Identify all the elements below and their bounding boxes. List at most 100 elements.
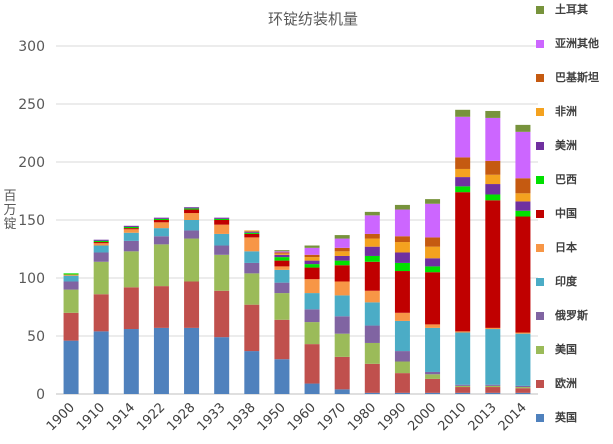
bar-segment bbox=[244, 237, 260, 252]
bar-segment bbox=[455, 384, 471, 386]
bar-segment bbox=[184, 220, 200, 231]
bar-segment bbox=[394, 262, 410, 272]
bar-segment bbox=[485, 200, 501, 328]
bar-segment bbox=[304, 260, 320, 265]
x-tick-label: 1910 bbox=[74, 400, 108, 434]
legend-label: 巴西 bbox=[555, 173, 577, 186]
bar-segment bbox=[153, 218, 169, 220]
bar-segment bbox=[93, 243, 109, 246]
legend-label: 英国 bbox=[555, 411, 577, 424]
y-tick-label: 0 bbox=[36, 387, 45, 403]
bar-segment bbox=[394, 271, 410, 313]
bar-segment bbox=[394, 361, 410, 374]
bar-segment bbox=[334, 265, 350, 282]
bar-segment bbox=[63, 312, 79, 341]
x-tick-label: 1933 bbox=[195, 400, 229, 434]
bar-segment bbox=[334, 238, 350, 248]
bar-segment bbox=[515, 210, 531, 217]
bar-segment bbox=[334, 356, 350, 390]
x-tick-label: 1960 bbox=[285, 400, 319, 434]
bar-segment bbox=[485, 387, 501, 393]
legend-swatch bbox=[536, 244, 544, 252]
y-tick-label: 100 bbox=[18, 271, 45, 287]
bar-segment bbox=[334, 281, 350, 296]
bar-segment bbox=[274, 319, 290, 360]
chart-title: 环锭纺装机量 bbox=[268, 10, 359, 28]
legend-label: 美国 bbox=[555, 343, 577, 356]
bar-segment bbox=[304, 247, 320, 255]
bar-segment bbox=[425, 327, 441, 372]
bar-segment bbox=[364, 261, 380, 291]
bar-segment bbox=[153, 220, 169, 223]
bar-segment bbox=[394, 320, 410, 352]
bar-segment bbox=[515, 387, 531, 389]
bar-segment bbox=[455, 392, 471, 394]
bar-segment bbox=[455, 157, 471, 169]
legend-swatch bbox=[536, 142, 544, 150]
legend-label: 土耳其 bbox=[555, 3, 588, 16]
bar-segment bbox=[485, 327, 501, 330]
bar-segment bbox=[485, 117, 501, 161]
bar-segment bbox=[123, 251, 139, 288]
bar-segment bbox=[364, 363, 380, 393]
bar-segment bbox=[214, 233, 230, 246]
y-tick-label: 150 bbox=[18, 213, 45, 229]
bar-segment bbox=[394, 312, 410, 321]
bar-segment bbox=[485, 174, 501, 185]
legend-label: 巴基斯坦 bbox=[555, 71, 599, 84]
bar-segment bbox=[394, 351, 410, 362]
bar-segment bbox=[455, 168, 471, 178]
bar-segment bbox=[274, 257, 290, 261]
legend-label: 非洲 bbox=[555, 105, 577, 118]
bar-segment bbox=[184, 208, 200, 210]
bar-segment bbox=[334, 389, 350, 394]
bar-segment bbox=[364, 211, 380, 216]
bar-segment bbox=[214, 224, 230, 234]
legend-label: 美洲 bbox=[555, 139, 577, 152]
bar-segment bbox=[515, 216, 531, 333]
bar-segment bbox=[214, 245, 230, 255]
x-tick-label: 1980 bbox=[345, 400, 379, 434]
bar-segment bbox=[274, 251, 290, 253]
bar-segment bbox=[455, 332, 471, 385]
bar-segment bbox=[515, 178, 531, 194]
bar-segment bbox=[274, 293, 290, 320]
bar-segment bbox=[455, 387, 471, 393]
bar-segment bbox=[455, 177, 471, 187]
bar-segment bbox=[425, 374, 441, 379]
bar-segment bbox=[184, 281, 200, 328]
y-tick-label: 200 bbox=[18, 155, 45, 171]
bar-segment bbox=[184, 207, 200, 209]
bar-segment bbox=[244, 273, 260, 305]
legend-swatch bbox=[536, 346, 544, 354]
legend-swatch bbox=[536, 74, 544, 82]
bar-segment bbox=[123, 228, 139, 230]
bar-segment bbox=[184, 238, 200, 282]
x-tick-label: 1950 bbox=[255, 400, 289, 434]
bar-segment bbox=[123, 287, 139, 330]
bar-segment bbox=[334, 260, 350, 266]
bar-segment bbox=[214, 254, 230, 291]
bar-segment bbox=[455, 186, 471, 193]
legend-swatch bbox=[536, 210, 544, 218]
bar-segment bbox=[274, 254, 290, 258]
bar-segment bbox=[364, 255, 380, 262]
x-tick-label: 2000 bbox=[405, 400, 439, 434]
bar-segment bbox=[455, 109, 471, 117]
bar-segment bbox=[304, 264, 320, 268]
bar-segment bbox=[123, 229, 139, 233]
bar-segment bbox=[214, 290, 230, 338]
bar-segment bbox=[244, 351, 260, 394]
bar-segment bbox=[93, 261, 109, 295]
bar-segment bbox=[184, 209, 200, 214]
bar-segment bbox=[485, 184, 501, 195]
bar-segment bbox=[304, 344, 320, 384]
bar-segment bbox=[425, 378, 441, 393]
legend-label: 中国 bbox=[555, 207, 577, 220]
bar-segment bbox=[515, 388, 531, 393]
bar-segment bbox=[153, 244, 169, 287]
bar-segment bbox=[214, 218, 230, 220]
bar-segment bbox=[123, 240, 139, 252]
bar-segment bbox=[274, 253, 290, 255]
bar-segment bbox=[425, 272, 441, 325]
